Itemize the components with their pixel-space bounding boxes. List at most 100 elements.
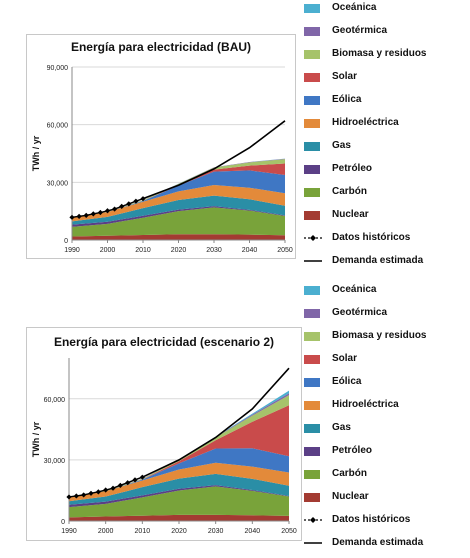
historical-point <box>76 213 82 219</box>
area-carbon <box>69 486 289 518</box>
legend-swatch <box>304 73 320 82</box>
legend-label: Demanda estimada <box>332 537 424 548</box>
area-carbon <box>72 207 285 237</box>
legend-swatch <box>304 142 320 151</box>
legend-swatch <box>304 401 320 410</box>
x-tick-label: 2020 <box>171 528 187 535</box>
legend-label: Eólica <box>332 376 362 387</box>
historical-point <box>140 196 146 202</box>
legend-label: Gas <box>332 422 351 433</box>
historical-point <box>83 212 89 218</box>
x-tick-label: 2020 <box>171 247 187 254</box>
y-axis-label: TWh / yr <box>31 135 41 171</box>
legend-label: Solar <box>332 71 358 82</box>
legend-label: Hidroeléctrica <box>332 117 399 128</box>
legend-label: Eólica <box>332 94 362 105</box>
area-solar <box>72 163 285 218</box>
x-tick-label: 2050 <box>277 247 293 254</box>
demand-line <box>141 367 290 478</box>
y-tick-label: 90,000 <box>47 65 69 72</box>
y-tick-label: 0 <box>64 238 68 245</box>
legend-swatch <box>304 470 320 479</box>
x-tick-label: 2030 <box>208 528 224 535</box>
legend-label: Petróleo <box>332 163 373 174</box>
area-nuclear <box>72 234 285 240</box>
legend-swatch <box>304 50 320 59</box>
legend-label: Oceánica <box>332 2 377 13</box>
legend-swatch <box>304 188 320 197</box>
historical-point <box>117 482 123 488</box>
x-tick-label: 2010 <box>135 528 151 535</box>
legend-label: Demanda estimada <box>332 255 424 266</box>
legend-label: Petróleo <box>332 445 373 456</box>
area-hidroelectrica <box>69 462 289 502</box>
y-tick-label: 60,000 <box>44 397 66 404</box>
legend-swatch <box>304 96 320 105</box>
historical-point <box>97 209 103 216</box>
legend-label: Geotérmica <box>332 307 388 318</box>
area-nuclear <box>69 514 289 521</box>
legend-label: Biomasa y residuos <box>332 330 427 341</box>
y-tick-label: 0 <box>61 519 65 526</box>
legend-label: Hidroeléctrica <box>332 399 399 410</box>
chart-title: Energía para electricidad (escenario 2) <box>54 335 274 349</box>
legend-swatch <box>304 309 320 318</box>
historical-point <box>125 480 131 486</box>
legend-label: Biomasa y residuos <box>332 48 427 59</box>
legend-label: Nuclear <box>332 209 369 220</box>
demand-line <box>142 120 286 200</box>
legend-swatch <box>304 332 320 341</box>
legend-swatch <box>304 493 320 502</box>
legend-label: Geotérmica <box>332 25 388 36</box>
legend-swatch <box>304 119 320 128</box>
area-gas <box>72 195 285 225</box>
legend-line-icon <box>304 542 322 544</box>
chart-title: Energía para electricidad (BAU) <box>71 40 251 54</box>
area-petroleo <box>72 206 285 227</box>
legend-swatch <box>304 27 320 36</box>
legend-swatch <box>304 355 320 364</box>
legend-swatch <box>304 378 320 387</box>
area-hidroelectrica <box>72 185 285 222</box>
legend-marker-line-icon <box>304 517 322 523</box>
area-eolica <box>69 448 289 497</box>
y-axis-label: TWh / yr <box>31 421 41 457</box>
x-tick-label: 2040 <box>245 528 261 535</box>
legend-label: Datos históricos <box>332 514 411 525</box>
legend-label: Gas <box>332 140 351 151</box>
historical-point <box>112 206 118 212</box>
chart-bau: Energía para electricidad (BAU) TWh / yr 0… <box>31 40 293 254</box>
historical-point <box>104 208 111 214</box>
legend-label: Oceánica <box>332 284 377 295</box>
legend-swatch <box>304 211 320 220</box>
x-tick-label: 2000 <box>98 528 114 535</box>
x-tick-label: 2010 <box>135 247 151 254</box>
legend-label: Nuclear <box>332 491 369 502</box>
legend-marker-line-icon <box>304 235 322 241</box>
chart-panel-bau: Energía para electricidad (BAU) TWh / yr 0… <box>26 34 296 259</box>
y-tick-label: 30,000 <box>44 458 66 465</box>
x-tick-label: 2000 <box>100 247 116 254</box>
chart-escenario-2: Energía para electricidad (escenario 2) T… <box>31 335 297 535</box>
legend-swatch <box>304 424 320 433</box>
legend-swatch <box>304 447 320 456</box>
legend-line-icon <box>304 260 322 262</box>
x-tick-label: 2050 <box>281 528 297 535</box>
x-tick-label: 1990 <box>61 528 77 535</box>
x-tick-label: 2030 <box>206 247 222 254</box>
legend-label: Carbón <box>332 468 367 479</box>
historical-point <box>133 198 139 204</box>
y-tick-label: 30,000 <box>47 180 69 187</box>
historical-point <box>119 203 125 209</box>
legend-label: Solar <box>332 353 358 364</box>
area-petroleo <box>69 485 289 508</box>
legend-swatch <box>304 4 320 13</box>
legend-swatch <box>304 165 320 174</box>
x-tick-label: 1990 <box>64 247 80 254</box>
y-tick-label: 60,000 <box>47 123 69 130</box>
historical-point <box>132 477 138 483</box>
legend-label: Carbón <box>332 186 367 197</box>
area-gas <box>69 473 289 505</box>
historical-point <box>90 211 96 217</box>
chart-panel-escenario-2: Energía para electricidad (escenario 2) T… <box>26 327 302 541</box>
